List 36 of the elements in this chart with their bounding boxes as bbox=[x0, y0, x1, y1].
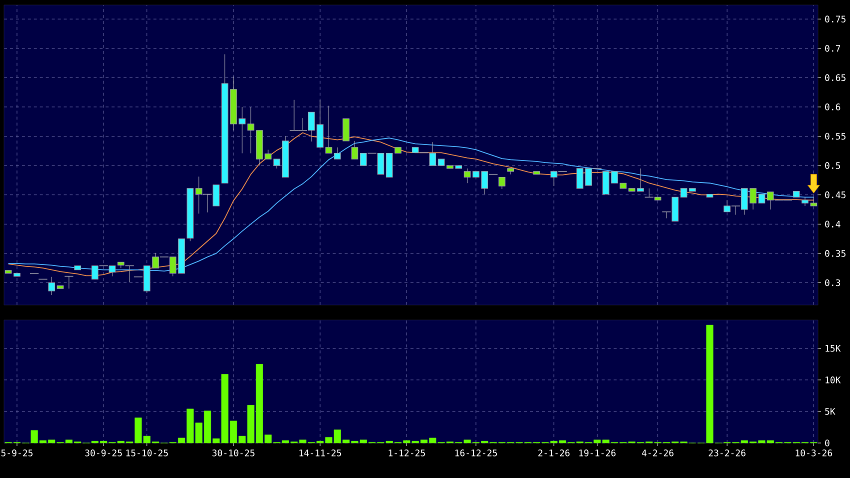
y-tick-label: 0.45 bbox=[825, 191, 846, 198]
x-tick-label: 14-11-25 bbox=[299, 450, 342, 456]
candlestick bbox=[325, 105, 332, 154]
x-tick-label: 5-9-25 bbox=[1, 450, 33, 456]
y-tick-label: 15K bbox=[826, 345, 841, 352]
x-tick-label: 4-2-26 bbox=[642, 450, 674, 456]
x-tick-label: 15-10-25 bbox=[126, 450, 168, 456]
candlestick bbox=[334, 147, 341, 160]
candlestick bbox=[351, 140, 358, 160]
y-tick-label: 0 bbox=[825, 440, 830, 446]
y-tick-label: 0.7 bbox=[825, 44, 840, 52]
x-tick-label: 23-2-26 bbox=[708, 450, 746, 456]
candlestick bbox=[247, 106, 254, 154]
x-tick-label: 19-1-26 bbox=[579, 450, 616, 456]
candlestick bbox=[429, 142, 436, 166]
y-tick-label: 0.75 bbox=[825, 16, 846, 22]
x-tick-label: 2-1-26 bbox=[538, 450, 570, 456]
y-tick-label: 0.6 bbox=[825, 104, 840, 110]
y-tick-label: 10K bbox=[826, 376, 841, 384]
x-tick-label: 1-12-25 bbox=[388, 450, 425, 456]
y-tick-label: 0.4 bbox=[825, 220, 840, 228]
x-tick-label: 10-3-26 bbox=[796, 450, 832, 456]
y-tick-label: 0.3 bbox=[825, 279, 840, 286]
y-tick-label: 0.35 bbox=[825, 250, 846, 257]
y-tick-label: 5K bbox=[825, 408, 836, 415]
x-tick-label: 30-10-25 bbox=[212, 450, 254, 456]
candlestick bbox=[464, 168, 471, 184]
x-tick-label: 16-12-25 bbox=[455, 450, 497, 456]
candlestick bbox=[498, 176, 506, 190]
y-tick-label: 0.55 bbox=[825, 132, 846, 140]
y-tick-label: 0.5 bbox=[825, 162, 840, 169]
candlestick bbox=[273, 158, 280, 169]
x-tick-label: 30-9-25 bbox=[85, 450, 122, 456]
candlestick bbox=[342, 118, 350, 142]
y-tick-label: 0.65 bbox=[825, 74, 846, 82]
candlestick bbox=[48, 276, 56, 296]
